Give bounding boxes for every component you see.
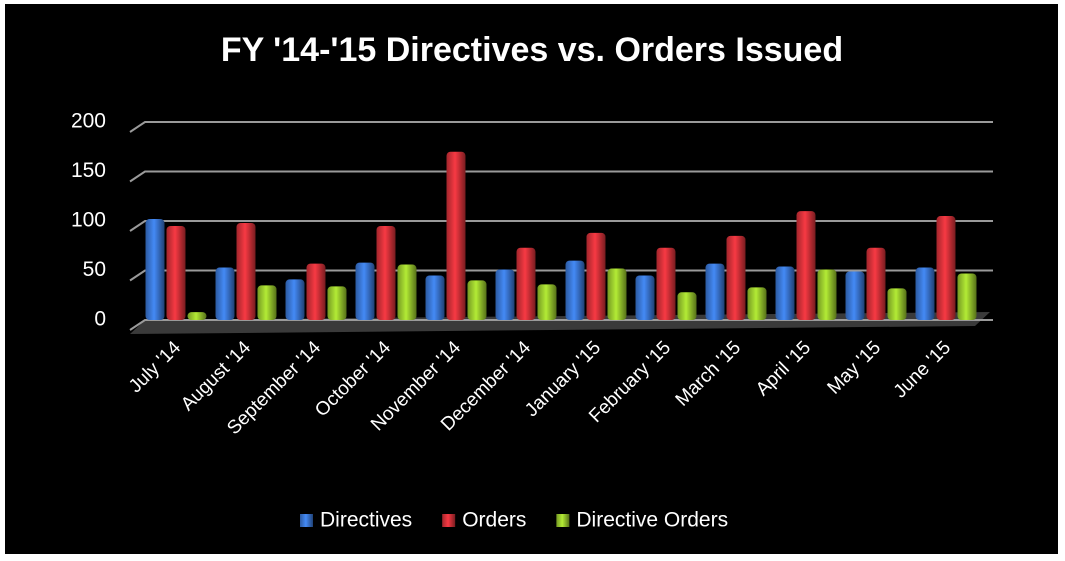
legend-swatch <box>300 514 313 527</box>
bar <box>726 235 746 320</box>
bar <box>327 286 347 320</box>
legend-swatch <box>556 514 570 527</box>
bar <box>285 279 305 320</box>
bar <box>817 269 837 320</box>
bar <box>656 247 676 320</box>
floor <box>130 312 990 334</box>
bar <box>866 247 886 320</box>
chart-title: FY '14-'15 Directives vs. Orders Issued <box>221 31 843 69</box>
bar <box>887 288 907 320</box>
grid-line <box>129 170 993 183</box>
bar <box>495 269 515 320</box>
legend-label: Directive Orders <box>576 509 728 532</box>
bar <box>586 232 606 320</box>
bar <box>166 225 186 320</box>
bar <box>257 285 277 320</box>
bar <box>845 271 865 320</box>
bar <box>747 287 767 320</box>
legend-label: Directives <box>320 509 412 532</box>
y-tick-label: 100 <box>71 209 106 232</box>
bar <box>936 216 956 320</box>
bar <box>425 275 445 320</box>
bar <box>607 268 627 320</box>
bar <box>516 247 536 320</box>
bar <box>705 263 725 320</box>
bar <box>446 151 466 320</box>
bar <box>915 267 935 320</box>
bar <box>215 267 235 320</box>
y-tick-label: 150 <box>71 159 106 182</box>
bar <box>236 222 256 320</box>
grid-line <box>129 121 993 133</box>
grid-line <box>129 220 993 232</box>
legend-swatch <box>442 514 456 527</box>
bar <box>796 211 816 320</box>
bar <box>565 260 585 320</box>
bar <box>677 292 697 320</box>
legend-label: Orders <box>462 509 526 532</box>
bar <box>467 280 487 320</box>
bar <box>775 266 795 320</box>
y-tick-label: 0 <box>94 308 106 331</box>
bar <box>376 225 396 320</box>
y-tick-label: 200 <box>71 110 106 133</box>
bar <box>187 312 207 320</box>
bar <box>306 263 326 320</box>
y-tick-label: 50 <box>83 258 106 281</box>
bar <box>145 219 165 320</box>
bar <box>397 264 417 320</box>
bar <box>957 273 977 320</box>
bar <box>635 275 655 320</box>
bar <box>355 262 375 320</box>
bar <box>537 284 557 320</box>
